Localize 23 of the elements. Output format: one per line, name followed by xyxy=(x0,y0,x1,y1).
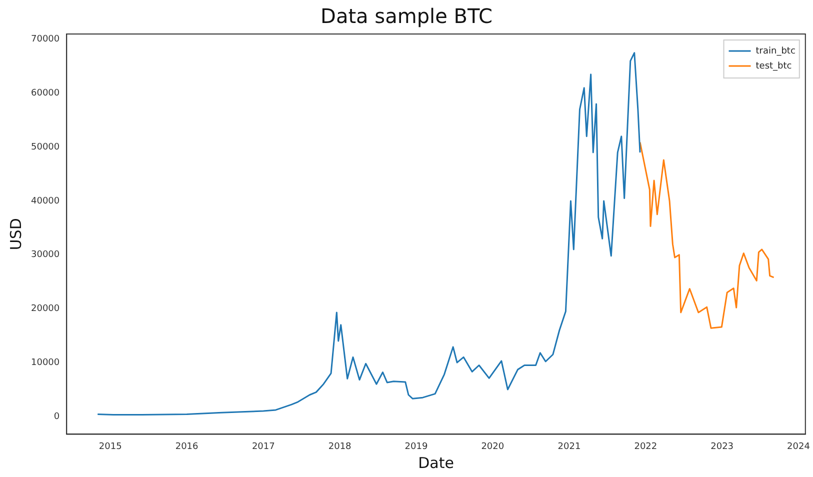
y-tick-label: 70000 xyxy=(30,34,60,45)
x-tick-label: 2023 xyxy=(710,442,734,452)
y-tick-label: 50000 xyxy=(30,142,60,152)
y-tick-label: 20000 xyxy=(30,304,60,314)
x-tick-label: 2015 xyxy=(98,442,122,452)
x-tick-label: 2021 xyxy=(558,442,581,452)
x-tick-label: 2019 xyxy=(404,442,428,452)
x-tick-label: 2024 xyxy=(787,442,810,452)
y-tick-label: 60000 xyxy=(30,88,60,99)
legend-label: test_btc xyxy=(756,61,792,72)
x-tick-label: 2022 xyxy=(634,442,658,452)
y-tick-label: 30000 xyxy=(30,250,60,260)
x-tick-label: 2016 xyxy=(175,442,199,452)
x-axis-title: Date xyxy=(418,454,454,472)
legend-label: train_btc xyxy=(756,46,796,56)
chart-title: Data sample BTC xyxy=(320,4,492,28)
y-tick-label: 0 xyxy=(54,412,60,422)
x-tick-label: 2018 xyxy=(328,442,352,452)
x-tick-label: 2017 xyxy=(252,442,275,452)
y-tick-label: 10000 xyxy=(30,358,60,368)
x-tick-label: 2020 xyxy=(481,442,504,452)
y-tick-label: 40000 xyxy=(30,196,60,206)
y-axis-title: USD xyxy=(6,218,25,250)
